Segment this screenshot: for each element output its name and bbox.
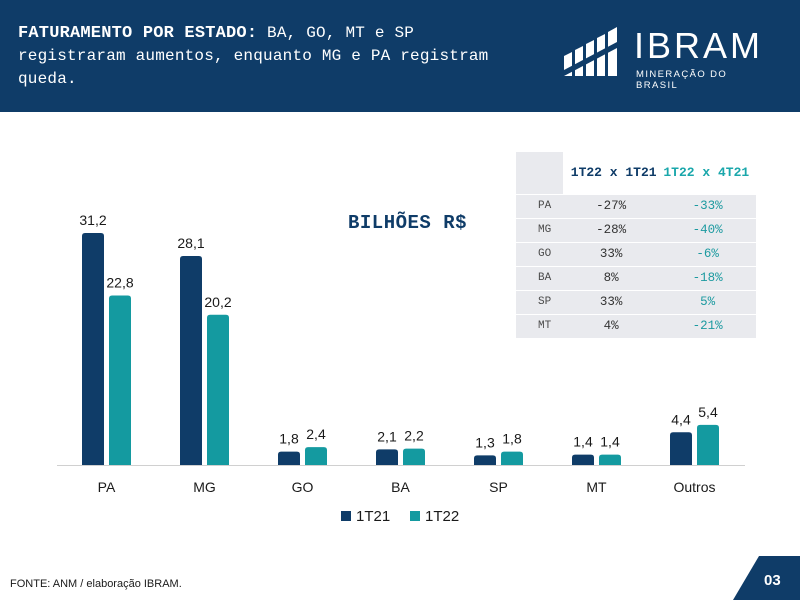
bar-1t21-ba [376, 449, 398, 465]
logo-subtitle: MINERAÇÃO DO BRASIL [636, 69, 728, 91]
table-row: MT 4% -21% [516, 314, 756, 339]
bar-1t21-go [278, 451, 300, 465]
bar-1t21-mt [572, 454, 594, 465]
legend-swatch-1t21 [341, 511, 351, 521]
table-cell: -18% [659, 266, 756, 291]
header-banner: FATURAMENTO POR ESTADO: BA, GO, MT e SP … [0, 0, 800, 112]
data-label: 20,2 [204, 294, 231, 310]
table-cell: -28% [562, 218, 660, 243]
data-label: 1,8 [279, 431, 299, 447]
data-label: 28,1 [177, 235, 204, 251]
table-cell: -40% [659, 218, 756, 243]
data-label: 1,8 [502, 431, 522, 447]
x-tick-label: MG [193, 479, 216, 495]
ibram-logo-mark-icon [564, 27, 617, 76]
logo-name: IBRAM [634, 25, 764, 66]
table-cell: GO [516, 242, 563, 267]
heading-bold: FATURAMENTO POR ESTADO: [18, 24, 258, 43]
table-cell: PA [516, 194, 563, 219]
x-tick-label: PA [98, 479, 116, 495]
x-tick-label: MT [586, 479, 607, 495]
legend-label: 1T22 [425, 508, 459, 525]
x-tick-label: GO [292, 479, 314, 495]
data-label: 2,1 [377, 428, 397, 444]
bar-1t21-pa [82, 233, 104, 465]
table-cell: 33% [562, 290, 660, 315]
data-label: 2,4 [306, 426, 326, 442]
bar-1t22-outros [697, 424, 719, 465]
data-label: 1,4 [573, 434, 593, 450]
table-row: PA -27% -33% [516, 194, 756, 219]
page-number: 03 [764, 572, 781, 589]
table-cell: SP [516, 290, 563, 315]
table-row: MG -28% -40% [516, 218, 756, 243]
table-cell: -27% [562, 194, 660, 219]
table-cell: -33% [659, 194, 756, 219]
table-row: SP 33% 5% [516, 290, 756, 315]
data-label: 2,2 [404, 428, 424, 444]
heading-rest: BA, GO, MT e SP registraram aumentos, en… [18, 24, 489, 88]
table-cell: MG [516, 218, 563, 243]
bar-1t21-mg [180, 256, 202, 465]
bar-1t21-sp [474, 455, 496, 465]
legend-swatch-1t22 [410, 511, 420, 521]
bar-1t22-mt [599, 454, 621, 465]
ibram-logo: IBRAM MINERAÇÃO DO BRASIL [562, 22, 764, 91]
bar-chart: 31,2 22,8 PA 28,1 20,2 MG 1,8 2,4 GO 2,1 2,2 BA 1,3 1… [57, 212, 745, 525]
data-label: 31,2 [79, 212, 106, 228]
data-label: 22,8 [106, 274, 133, 290]
bar-1t22-sp [501, 451, 523, 465]
x-tick-label: SP [489, 479, 508, 495]
table-cell: 33% [562, 242, 660, 267]
table-cell: 4% [562, 314, 660, 339]
bar-1t22-pa [109, 295, 131, 465]
legend-label: 1T21 [356, 508, 390, 525]
table-header-cell: 1T22 x 4T21 [659, 152, 756, 195]
table-cell: -6% [659, 242, 756, 267]
variation-table: 1T22 x 1T21 1T22 x 4T21 PA -27% -33% MG -28%… [516, 152, 756, 339]
table-cell: -21% [659, 314, 756, 339]
table-cell: 5% [659, 290, 756, 315]
data-label: 4,4 [671, 411, 691, 427]
table-cell: BA [516, 266, 563, 291]
x-tick-label: BA [391, 479, 410, 495]
source-note: FONTE: ANM / elaboração IBRAM. [10, 578, 182, 590]
bar-1t22-go [305, 447, 327, 465]
x-tick-label: Outros [673, 479, 715, 495]
bar-1t22-ba [403, 448, 425, 465]
table-row: GO 33% -6% [516, 242, 756, 267]
table-header-row: 1T22 x 1T21 1T22 x 4T21 [516, 152, 756, 195]
table-header-cell: 1T22 x 1T21 [562, 152, 660, 195]
table-header-cell [516, 152, 563, 195]
data-label: 1,4 [600, 434, 620, 450]
slide-heading: FATURAMENTO POR ESTADO: BA, GO, MT e SP … [18, 22, 508, 91]
bar-1t22-mg [207, 314, 229, 465]
table-cell: 8% [562, 266, 660, 291]
data-label: 1,3 [475, 434, 495, 450]
table-cell: MT [516, 314, 563, 339]
unit-label: BILHÕES R$ [348, 212, 468, 234]
data-label: 5,4 [698, 404, 718, 420]
table-row: BA 8% -18% [516, 266, 756, 291]
bar-1t21-outros [670, 432, 692, 465]
